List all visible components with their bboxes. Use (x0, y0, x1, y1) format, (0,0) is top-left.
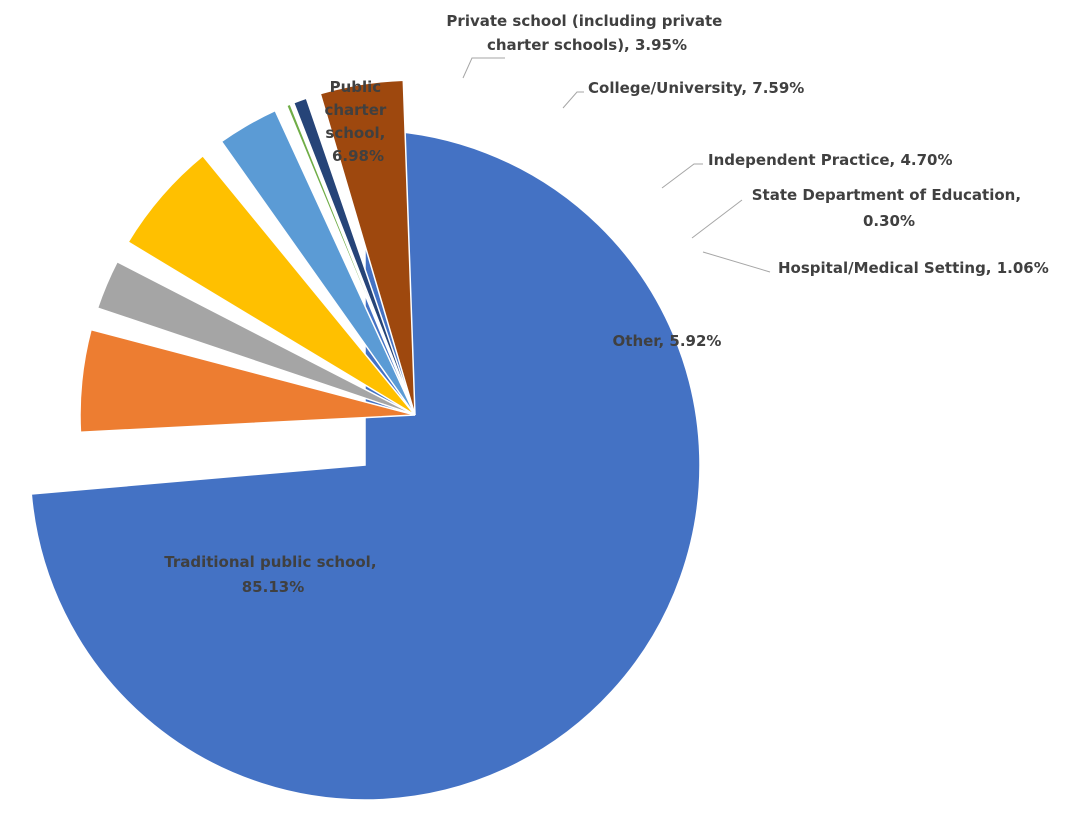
pie-slice-2 (96, 260, 416, 416)
leader-college (562, 91, 584, 109)
pie-slice-7 (319, 79, 416, 416)
pie-slice-1 (79, 328, 416, 434)
label-traditional: Traditional public school, 85.13% (164, 553, 382, 596)
label-independent: Independent Practice, 4.70% (708, 151, 952, 169)
leader-state (691, 199, 743, 239)
label-private: Private school (including private charte… (446, 12, 727, 54)
leader-independent (661, 163, 703, 189)
pie-slice-5 (285, 103, 416, 416)
pie-slice-3 (127, 154, 416, 416)
label-state: State Department of Education, 0.30% (752, 186, 1027, 230)
leader-private (462, 57, 505, 79)
label-other: Other, 5.92% (613, 332, 722, 350)
pie-slices (30, 79, 701, 801)
label-college: College/University, 7.59% (588, 79, 804, 97)
pie-slice-4 (220, 109, 416, 416)
leader-lines (462, 57, 771, 273)
pie-slice-0 (30, 129, 701, 801)
label-hospital: Hospital/Medical Setting, 1.06% (778, 259, 1049, 277)
pie-slice-6 (292, 97, 416, 416)
label-charter: Public charter school, 6.98% (324, 78, 391, 165)
leader-hospital (702, 251, 771, 273)
